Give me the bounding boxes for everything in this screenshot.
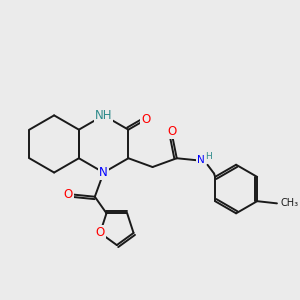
- Text: H: H: [205, 152, 212, 160]
- Text: NH: NH: [95, 109, 112, 122]
- Text: O: O: [64, 188, 73, 201]
- Text: N: N: [99, 166, 108, 179]
- Text: N: N: [197, 155, 205, 165]
- Text: CH₃: CH₃: [280, 198, 298, 208]
- Text: O: O: [168, 125, 177, 138]
- Text: N: N: [99, 166, 108, 179]
- Text: O: O: [141, 113, 150, 126]
- Text: NH: NH: [95, 109, 112, 122]
- Text: O: O: [95, 226, 105, 239]
